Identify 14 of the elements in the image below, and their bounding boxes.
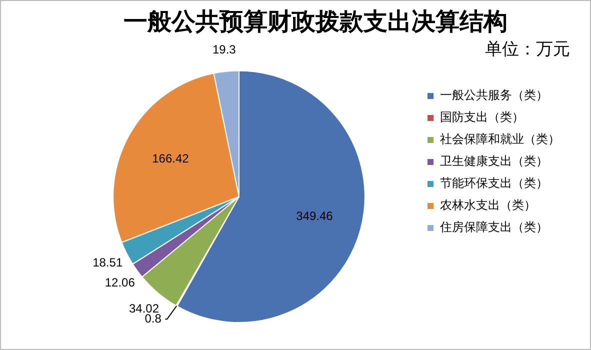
legend-label: 社会保障和就业（类）: [440, 132, 560, 146]
chart-subtitle: 单位：万元: [485, 39, 570, 60]
data-label: 19.3: [212, 42, 236, 56]
data-label: 349.46: [296, 208, 334, 223]
legend-label: 农林水支出（类）: [440, 198, 536, 212]
data-label: 18.51: [92, 256, 123, 270]
legend-label: 住房保障支出（类）: [439, 220, 548, 234]
legend-label: 国防支出（类）: [440, 110, 524, 124]
data-label: 166.42: [152, 152, 190, 166]
legend-label: 一般公共服务（类）: [440, 88, 548, 102]
legend-label: 卫生健康支出（类）: [440, 154, 548, 168]
chart-title: 一般公共预算财政拨款支出决算结构: [124, 8, 508, 36]
data-label: 12.06: [104, 276, 136, 290]
legend-label: 节能环保支出（类）: [440, 176, 548, 190]
